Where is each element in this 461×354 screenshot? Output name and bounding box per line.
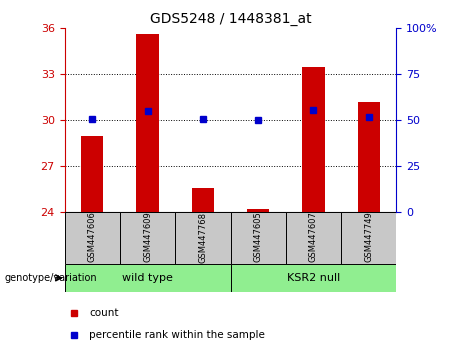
Bar xyxy=(230,264,396,292)
Text: wild type: wild type xyxy=(122,273,173,283)
Bar xyxy=(120,212,175,264)
Bar xyxy=(358,102,380,212)
Text: percentile rank within the sample: percentile rank within the sample xyxy=(89,330,266,340)
Bar xyxy=(341,212,396,264)
Text: KSR2 null: KSR2 null xyxy=(287,273,340,283)
Title: GDS5248 / 1448381_at: GDS5248 / 1448381_at xyxy=(150,12,311,26)
Text: GSM447768: GSM447768 xyxy=(198,212,207,263)
Bar xyxy=(65,264,230,292)
Bar xyxy=(247,209,269,212)
Bar xyxy=(65,212,120,264)
Bar xyxy=(302,67,325,212)
Text: GSM447605: GSM447605 xyxy=(254,212,263,262)
Bar xyxy=(230,212,286,264)
Bar xyxy=(192,188,214,212)
Bar xyxy=(286,212,341,264)
Text: genotype/variation: genotype/variation xyxy=(5,273,97,283)
Text: GSM447606: GSM447606 xyxy=(88,212,97,262)
Bar xyxy=(136,34,159,212)
Text: GSM447749: GSM447749 xyxy=(364,212,373,262)
Bar xyxy=(175,212,230,264)
Bar xyxy=(81,136,103,212)
Text: count: count xyxy=(89,308,119,318)
Text: GSM447609: GSM447609 xyxy=(143,212,152,262)
Text: GSM447607: GSM447607 xyxy=(309,212,318,262)
